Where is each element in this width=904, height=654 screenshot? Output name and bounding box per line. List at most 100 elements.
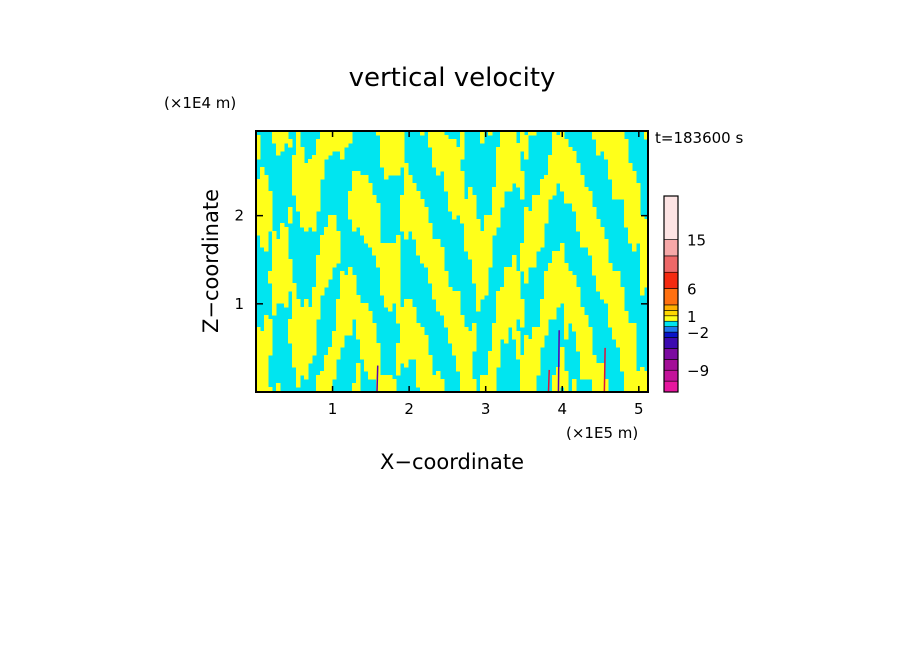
field-cell xyxy=(292,347,317,352)
field-cell xyxy=(320,251,341,256)
field-cell xyxy=(576,339,593,344)
field-cell xyxy=(276,151,281,156)
field-cell xyxy=(400,199,425,204)
field-cell xyxy=(520,367,541,372)
field-cell xyxy=(436,303,461,308)
field-cell xyxy=(468,187,473,192)
field-cell xyxy=(620,367,637,372)
field-cell xyxy=(320,243,341,248)
colorbar-tick-label: 15 xyxy=(687,232,706,250)
field-cell xyxy=(524,235,545,240)
field-cell xyxy=(532,199,549,204)
field-cell xyxy=(320,135,353,140)
field-cell xyxy=(616,343,637,348)
field-cell xyxy=(288,323,317,328)
field-cell xyxy=(312,155,329,160)
field-cell xyxy=(540,319,549,324)
field-cell xyxy=(532,203,549,208)
field-cell xyxy=(640,259,648,264)
field-cell xyxy=(588,247,609,252)
field-cell xyxy=(472,267,489,272)
field-cell xyxy=(496,179,525,184)
field-cell xyxy=(492,203,505,208)
field-cell xyxy=(496,295,521,300)
field-cell xyxy=(608,311,629,316)
field-cell xyxy=(564,315,589,320)
field-cell xyxy=(428,271,449,276)
field-cell xyxy=(520,359,541,364)
field-cell xyxy=(380,267,401,272)
field-cell xyxy=(640,271,648,276)
field-cell xyxy=(456,363,473,368)
field-cell xyxy=(460,383,477,388)
field-cell xyxy=(380,139,405,144)
field-cell xyxy=(524,343,545,348)
field-cell xyxy=(416,243,441,248)
field-cell xyxy=(272,247,289,252)
field-cell xyxy=(476,295,485,300)
field-cell xyxy=(468,195,477,200)
field-cell xyxy=(384,167,401,172)
field-cell xyxy=(400,227,433,232)
field-cell xyxy=(352,223,381,228)
field-cell xyxy=(400,335,429,340)
field-cell xyxy=(380,143,405,148)
field-cell xyxy=(404,183,417,188)
field-cell xyxy=(512,263,517,268)
field-cell xyxy=(256,139,261,144)
field-cell xyxy=(348,207,381,212)
field-cell xyxy=(460,139,465,144)
field-cell xyxy=(324,355,341,360)
field-cell xyxy=(272,291,289,296)
field-cell xyxy=(300,211,317,216)
field-cell xyxy=(372,251,401,256)
field-cell xyxy=(316,275,333,280)
field-cell xyxy=(564,199,593,204)
field-cell xyxy=(420,387,445,392)
field-cell xyxy=(400,215,429,220)
field-cell xyxy=(316,375,337,380)
field-cell xyxy=(256,375,269,380)
field-cell xyxy=(296,371,309,376)
y-tick-label: 1 xyxy=(234,295,244,313)
field-cell xyxy=(516,339,521,344)
field-cell xyxy=(476,291,489,296)
field-cell xyxy=(336,323,353,328)
field-cell xyxy=(256,207,273,212)
time-label: t=183600 s xyxy=(655,129,743,147)
colorbar-tick-label: 1 xyxy=(687,308,697,326)
field-cell xyxy=(612,187,641,192)
field-cell xyxy=(496,155,521,160)
field-cell xyxy=(256,155,261,160)
field-cell xyxy=(564,327,569,332)
field-cell xyxy=(448,335,477,340)
field-cell xyxy=(340,271,345,276)
field-cell xyxy=(464,235,493,240)
field-cell xyxy=(492,187,513,192)
field-cell xyxy=(292,299,301,304)
field-cell xyxy=(640,243,648,248)
field-cell xyxy=(488,355,501,360)
field-cell xyxy=(492,207,501,212)
field-cell xyxy=(400,211,429,216)
field-cell xyxy=(256,387,273,392)
field-cell xyxy=(544,175,585,180)
x-scale-label: (×1E5 m) xyxy=(566,424,638,442)
field-cell xyxy=(548,171,581,176)
field-cell xyxy=(304,299,309,304)
y-tick-label: 2 xyxy=(234,207,244,225)
field-cell xyxy=(436,299,461,304)
field-cell xyxy=(292,355,313,360)
field-cell xyxy=(256,215,273,220)
field-cell xyxy=(544,291,581,296)
field-cell xyxy=(308,159,325,164)
field-cell xyxy=(520,371,541,376)
field-cell xyxy=(324,231,341,236)
field-cell xyxy=(320,247,341,252)
field-cell xyxy=(516,343,521,348)
field-cell xyxy=(620,351,637,356)
field-cell xyxy=(432,151,465,156)
field-cell xyxy=(600,295,625,300)
x-tick-label: 5 xyxy=(634,400,644,418)
field-cell xyxy=(520,263,537,268)
